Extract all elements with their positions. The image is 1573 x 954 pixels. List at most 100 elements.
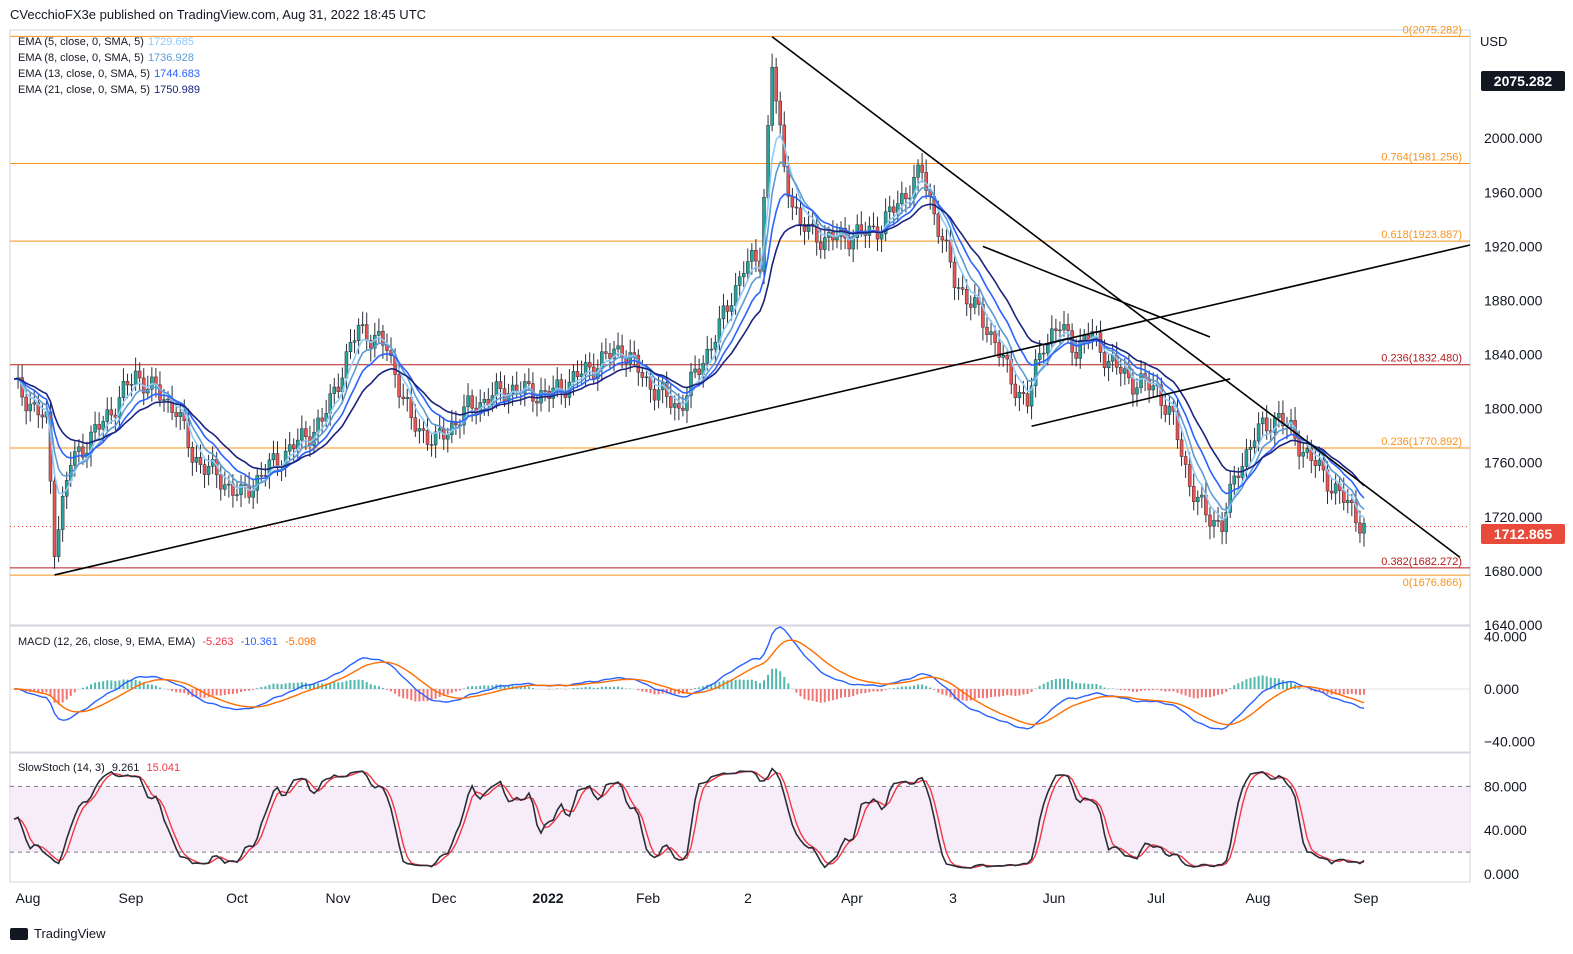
candle-body (879, 233, 884, 240)
macd-histogram-bar (921, 684, 924, 689)
macd-histogram-bar (292, 682, 295, 689)
candle-body (360, 324, 365, 326)
candle-body (105, 409, 109, 422)
macd-histogram-bar (333, 681, 336, 689)
macd-histogram-bar (1265, 676, 1268, 689)
candle-body (1062, 324, 1066, 331)
macd-histogram-bar (1030, 689, 1033, 692)
macd-histogram-bar (1018, 689, 1021, 696)
candle-body (1074, 351, 1078, 359)
macd-histogram-bar (1083, 683, 1086, 689)
macd-histogram-bar (880, 689, 883, 692)
macd-histogram-bar (949, 689, 952, 698)
tradingview-logo[interactable]: TradingView (10, 926, 106, 941)
macd-histogram-bar (694, 688, 697, 689)
candle-body (1167, 405, 1172, 415)
macd-histogram-bar (57, 689, 60, 705)
macd-histogram-bar (491, 685, 494, 689)
macd-histogram-bar (313, 683, 315, 689)
candle-body (774, 66, 778, 102)
macd-histogram-bar (1022, 689, 1025, 695)
candle-body (721, 305, 726, 320)
candle-body (101, 421, 105, 430)
macd-histogram-bar (1014, 689, 1017, 697)
macd-histogram-bar (308, 683, 311, 689)
macd-histogram-bar (272, 683, 275, 689)
candle-body (1025, 393, 1030, 407)
candle-body (389, 350, 393, 356)
macd-histogram-bar (913, 685, 915, 689)
candle-body (73, 451, 77, 466)
candle-body (1317, 459, 1322, 466)
candle-body (247, 485, 251, 498)
candle-body (514, 384, 519, 393)
macd-histogram-bar (1026, 689, 1029, 695)
macd-histogram-bar (1063, 678, 1065, 689)
candle-body (1037, 353, 1042, 360)
candle-body (158, 384, 162, 401)
candle-body (993, 331, 997, 343)
candle-body (806, 223, 811, 232)
time-axis-tick-label: Apr (841, 890, 863, 906)
macd-histogram-bar (690, 689, 693, 690)
candle-body (429, 444, 434, 446)
macd-histogram-bar (1042, 683, 1045, 689)
candle-body (133, 370, 138, 385)
candle-body (725, 305, 730, 312)
candle-body (527, 381, 531, 384)
tradingview-brand: TradingView (34, 926, 106, 941)
candle-body (555, 379, 559, 389)
candle-body (904, 193, 908, 200)
macd-histogram-bar (787, 683, 790, 689)
macd-histogram-bar (900, 686, 903, 689)
candle-body (697, 368, 701, 375)
macd-histogram-bar (742, 679, 745, 689)
candle-body (900, 193, 904, 204)
macd-histogram-bar (617, 686, 620, 689)
candle-body (470, 395, 474, 409)
macd-histogram-bar (268, 684, 271, 689)
macd-histogram-bar (1253, 677, 1256, 689)
candle-body (656, 389, 661, 401)
candle-body (729, 305, 734, 312)
macd-histogram-bar (994, 689, 997, 697)
macd-histogram-bar (394, 689, 397, 694)
macd-histogram-bar (1099, 685, 1102, 689)
stoch-band-fill (10, 786, 1470, 853)
candle-body (401, 396, 405, 399)
macd-histogram-bar (613, 686, 615, 689)
macd-histogram-bar (929, 687, 932, 689)
candle-body (1313, 460, 1318, 466)
candle-body (713, 341, 718, 350)
candle-body (823, 237, 827, 250)
macd-histogram-bar (702, 686, 705, 689)
candle-body (1179, 439, 1184, 457)
macd-histogram-bar (373, 685, 376, 689)
macd-histogram-bar (1038, 685, 1041, 689)
macd-histogram-bar (94, 682, 97, 689)
macd-histogram-bar (645, 689, 648, 693)
candle-body (956, 287, 961, 289)
stoch-axis-tick-label: 0.000 (1484, 866, 1519, 882)
macd-histogram-bar (1358, 689, 1361, 696)
candle-body (1196, 496, 1200, 503)
ema-13-line (13, 193, 1365, 499)
macd-histogram-bar (126, 679, 129, 689)
macd-histogram-bar (1229, 688, 1232, 689)
price-axis-tick-label: 1800.000 (1484, 401, 1543, 417)
candle-body (40, 414, 45, 418)
macd-histogram-bar (191, 689, 194, 697)
macd-histogram-bar (973, 689, 976, 700)
macd-histogram-bar (718, 681, 721, 689)
macd-histogram-bar (1164, 689, 1167, 692)
macd-histogram-bar (357, 679, 360, 689)
last-price-badge: 1712.865 (1481, 524, 1565, 544)
candle-body (417, 428, 422, 432)
candle-body (616, 345, 620, 350)
candle-body (198, 456, 203, 465)
macd-histogram-bar (819, 689, 822, 703)
macd-histogram-bar (649, 689, 652, 694)
candle-body (632, 352, 637, 356)
candle-body (1017, 392, 1022, 398)
